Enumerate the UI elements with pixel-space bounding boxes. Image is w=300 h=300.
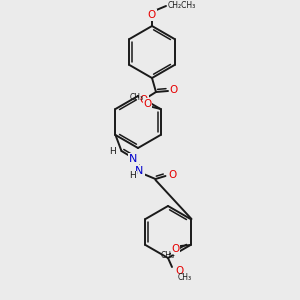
Text: CH₃: CH₃ bbox=[130, 94, 144, 103]
Text: CH₃: CH₃ bbox=[178, 274, 192, 283]
Text: O: O bbox=[170, 85, 178, 95]
Text: O: O bbox=[168, 170, 177, 180]
Text: CH₂CH₃: CH₂CH₃ bbox=[168, 2, 196, 10]
Text: O: O bbox=[171, 244, 180, 254]
Text: H: H bbox=[129, 172, 136, 181]
Text: O: O bbox=[175, 266, 183, 276]
Text: O: O bbox=[143, 99, 152, 109]
Text: O: O bbox=[148, 10, 156, 20]
Text: O: O bbox=[140, 95, 148, 105]
Text: CH₃: CH₃ bbox=[160, 251, 175, 260]
Text: N: N bbox=[129, 154, 138, 164]
Text: N: N bbox=[135, 166, 144, 176]
Text: H: H bbox=[109, 148, 116, 157]
